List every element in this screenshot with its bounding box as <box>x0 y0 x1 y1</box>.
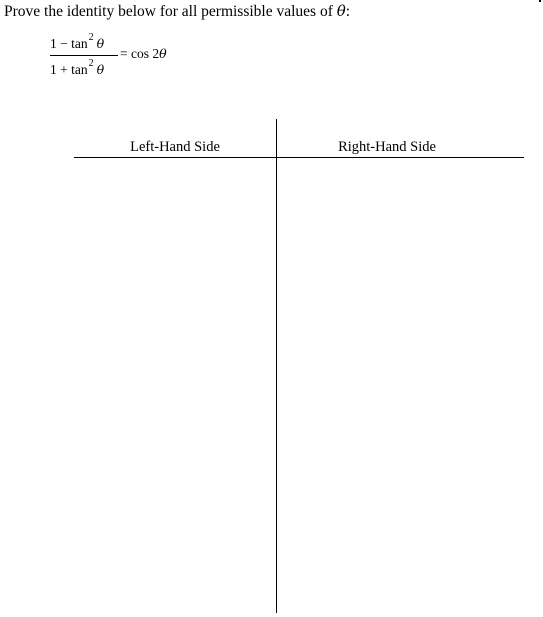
denominator-text: 1 + tan <box>50 62 88 77</box>
problem-prompt: Prove the identity below for all permiss… <box>4 1 350 22</box>
numerator-variable: θ <box>96 36 105 51</box>
rhs-variable: θ <box>159 46 167 61</box>
identity-equation: 1 − tan2 θ 1 + tan2 θ = cos 2θ <box>50 30 190 82</box>
denominator-exponent: 2 <box>88 58 94 69</box>
t-chart-vertical-line <box>275 119 277 613</box>
fraction-denominator: 1 + tan2 θ <box>50 58 105 80</box>
right-hand-side-heading: Right-Hand Side <box>338 139 436 155</box>
fraction-numerator: 1 − tan2 θ <box>50 32 105 54</box>
denominator-variable: θ <box>96 62 105 77</box>
numerator-exponent: 2 <box>88 32 94 43</box>
numerator-text: 1 − tan <box>50 36 88 51</box>
prompt-colon: : <box>345 3 351 20</box>
left-hand-side-heading: Left-Hand Side <box>130 139 220 155</box>
t-chart-horizontal-line <box>74 157 524 159</box>
rhs-text: = cos 2 <box>120 46 160 61</box>
fraction-bar <box>50 54 118 56</box>
right-hand-expression: = cos 2θ <box>120 46 167 62</box>
prompt-text: Prove the identity below for all permiss… <box>4 3 333 20</box>
prompt-variable: θ <box>336 2 346 20</box>
corner-mark <box>539 0 541 2</box>
